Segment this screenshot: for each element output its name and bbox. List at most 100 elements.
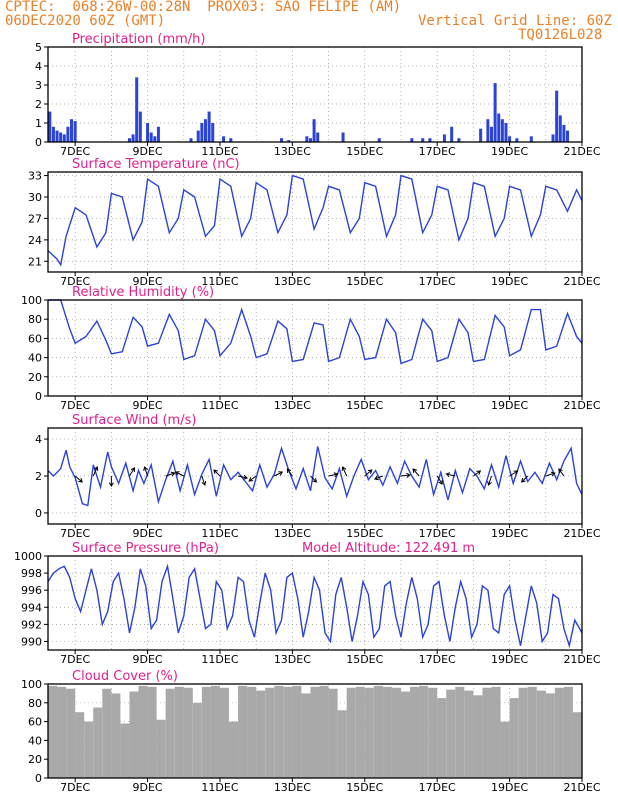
- wind-vector: [558, 468, 565, 477]
- wind-arrowhead: [286, 468, 292, 474]
- precip-bar: [316, 132, 320, 142]
- x-tick-label: 21DEC: [563, 527, 600, 540]
- y-tick-label: 100: [21, 294, 42, 307]
- precip-bar: [229, 138, 233, 142]
- x-tick-label: 7DEC: [60, 275, 90, 288]
- x-tick-label: 21DEC: [563, 653, 600, 666]
- x-tick-label: 15DEC: [346, 653, 383, 666]
- cloud-cover-bar: [391, 687, 401, 778]
- precip-bar: [287, 140, 291, 142]
- x-tick-label: 11DEC: [201, 653, 238, 666]
- wind-arrowhead: [312, 477, 318, 483]
- panel-title: Surface Pressure (hPa): [72, 541, 219, 556]
- precip-bar: [146, 123, 150, 142]
- x-tick-label: 9DEC: [133, 145, 163, 158]
- cloud-cover-bar: [410, 686, 420, 778]
- wind-arrowhead: [243, 474, 249, 480]
- cloud-cover-bar: [572, 712, 582, 778]
- precip-bar: [55, 130, 59, 142]
- cloud-cover-bar: [129, 691, 139, 778]
- y-tick-label: 0: [35, 507, 42, 520]
- wind-arrowhead: [438, 479, 443, 485]
- cloud-cover-bar: [473, 695, 483, 778]
- precip-bar: [450, 126, 454, 142]
- precip-bar: [428, 138, 432, 142]
- wind-arrowhead: [333, 472, 339, 478]
- cloud-cover-bar: [111, 693, 121, 778]
- cloud-cover-bar: [319, 685, 329, 778]
- precip-bar: [196, 130, 200, 142]
- cloud-cover-bar: [446, 689, 456, 778]
- wind-vector: [436, 475, 443, 485]
- cloud-cover-bar: [491, 686, 501, 778]
- cloud-cover-bar: [174, 686, 184, 778]
- precip-bar: [149, 132, 153, 142]
- wind-arrowhead: [213, 469, 218, 475]
- panel-3: [44, 427, 583, 528]
- cloud-cover-bar: [554, 687, 564, 778]
- precip-bar: [200, 123, 204, 142]
- header-code: TQ0126L028: [518, 27, 603, 43]
- cloud-cover-bar: [301, 693, 311, 778]
- y-tick-label: 30: [28, 191, 42, 204]
- y-tick-label: 1000: [14, 550, 42, 563]
- wind-arrowhead: [108, 482, 114, 487]
- x-tick-label: 13DEC: [274, 399, 311, 412]
- precip-bar: [153, 136, 157, 142]
- header-line-2: 06DEC2020 60Z (GMT): [5, 13, 166, 29]
- precip-bar: [189, 138, 193, 142]
- cloud-cover-bar: [337, 710, 347, 778]
- cloud-cover-bar: [156, 719, 166, 778]
- x-tick-label: 9DEC: [133, 275, 163, 288]
- cloud-cover-bar: [201, 686, 211, 778]
- y-tick-label: 24: [28, 234, 42, 247]
- panel-title: Surface Wind (m/s): [72, 413, 196, 428]
- cloud-cover-bar: [57, 686, 67, 778]
- panel-4: [44, 555, 583, 654]
- panel-title: Precipitation (mm/h): [72, 32, 205, 47]
- x-tick-label: 13DEC: [274, 275, 311, 288]
- cloud-cover-bar: [355, 686, 365, 778]
- precip-bar: [66, 126, 70, 142]
- wind-vector: [129, 467, 135, 477]
- y-tick-label: 1: [35, 117, 42, 130]
- y-tick-label: 4: [35, 60, 42, 73]
- panel-frame: [47, 46, 583, 143]
- cloud-cover-bar: [274, 685, 284, 778]
- panel-frame: [47, 427, 583, 525]
- y-tick-label: 996: [21, 584, 42, 597]
- cloud-cover-bar: [482, 687, 492, 778]
- cloud-cover-bar: [419, 685, 429, 778]
- precip-bar: [305, 136, 309, 142]
- precip-bar: [73, 121, 77, 142]
- cloud-cover-bar: [256, 690, 266, 778]
- cloud-cover-bar: [192, 702, 202, 778]
- cloud-cover-bar: [437, 698, 447, 778]
- precip-bar: [421, 138, 425, 142]
- precip-bar: [504, 123, 508, 142]
- precip-bar: [479, 128, 483, 142]
- x-tick-label: 19DEC: [491, 653, 528, 666]
- y-tick-label: 40: [28, 352, 42, 365]
- panel-title: Cloud Cover (%): [72, 669, 178, 684]
- wind-vector: [446, 473, 456, 477]
- cloud-cover-bar: [500, 721, 510, 778]
- wind-arrowhead: [174, 471, 180, 476]
- wind-arrowhead: [78, 478, 83, 483]
- x-tick-label: 17DEC: [419, 145, 456, 158]
- wind-vector: [286, 468, 293, 477]
- x-tick-label: 9DEC: [133, 399, 163, 412]
- x-tick-label: 11DEC: [201, 145, 238, 158]
- x-tick-label: 17DEC: [419, 399, 456, 412]
- precip-bar: [51, 126, 55, 142]
- x-tick-label: 15DEC: [346, 527, 383, 540]
- panel-title: Relative Humidity (%): [72, 285, 214, 300]
- wind-arrowhead: [513, 470, 519, 475]
- panel-frame: [47, 683, 583, 779]
- wind-vector: [165, 472, 175, 477]
- wind-arrowhead: [170, 471, 176, 477]
- x-tick-label: 21DEC: [563, 399, 600, 412]
- x-tick-label: 19DEC: [491, 781, 528, 794]
- cloud-cover-bar: [247, 686, 257, 778]
- x-tick-label: 13DEC: [274, 781, 311, 794]
